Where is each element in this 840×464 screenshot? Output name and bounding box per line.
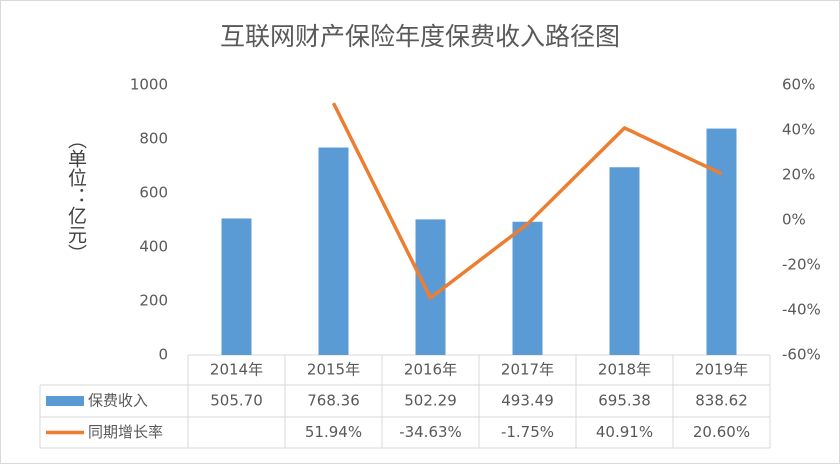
y2-tick-label: 20% xyxy=(782,166,815,184)
y2-tick-label: -60% xyxy=(782,346,821,364)
bar xyxy=(706,128,737,355)
y-tick-label: 600 xyxy=(139,184,168,202)
y-tick-label: 200 xyxy=(139,292,168,310)
y2-tick-label: -40% xyxy=(782,301,821,319)
x-tick-label: 2018年 xyxy=(598,361,651,379)
table-value: -1.75% xyxy=(501,423,554,441)
table-value: 505.70 xyxy=(210,392,263,410)
table-value: 838.62 xyxy=(695,392,748,410)
legend-label: 同期增长率 xyxy=(88,423,163,441)
bar xyxy=(609,167,640,355)
legend-label: 保费收入 xyxy=(88,392,148,410)
y-tick-label: 1000 xyxy=(130,76,168,94)
table-value: 502.29 xyxy=(404,392,457,410)
bar xyxy=(512,221,543,355)
table-value: 695.38 xyxy=(598,392,651,410)
y2-tick-label: -20% xyxy=(782,256,821,274)
x-tick-label: 2019年 xyxy=(695,361,748,379)
legend-key xyxy=(46,396,84,406)
bar xyxy=(221,218,252,355)
y2-tick-label: 40% xyxy=(782,121,815,139)
y2-tick-label: 60% xyxy=(782,76,815,94)
table-value: -34.63% xyxy=(399,423,462,441)
line xyxy=(331,102,723,300)
y2-tick-label: 0% xyxy=(782,211,806,229)
y-axis-label: （单位：亿元） xyxy=(65,130,87,263)
chart-title: 互联网财产保险年度保费收入路径图 xyxy=(220,22,620,51)
y-tick-label: 400 xyxy=(139,238,168,256)
table-value: 40.91% xyxy=(596,423,653,441)
x-tick-label: 2016年 xyxy=(404,361,457,379)
table-value: 51.94% xyxy=(305,423,362,441)
table-value: 20.60% xyxy=(693,423,750,441)
table-value: 493.49 xyxy=(501,392,554,410)
y-tick-label: 0 xyxy=(158,346,168,364)
x-tick-label: 2015年 xyxy=(307,361,360,379)
y-tick-label: 800 xyxy=(139,130,168,148)
x-tick-label: 2017年 xyxy=(501,361,554,379)
bar xyxy=(318,147,349,355)
x-tick-label: 2014年 xyxy=(210,361,263,379)
table-value: 768.36 xyxy=(307,392,360,410)
bar xyxy=(415,219,446,355)
